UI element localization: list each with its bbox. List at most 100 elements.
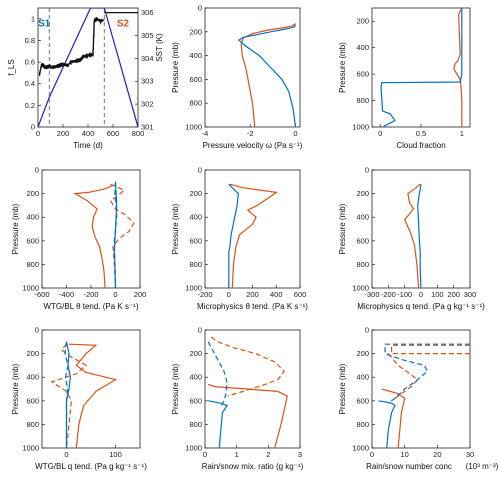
- y2-tick-label: 303: [141, 77, 154, 86]
- y-tick-label: 800: [26, 420, 39, 429]
- y-tick-label: 1000: [352, 284, 369, 293]
- series-line-2: [38, 17, 105, 77]
- plot-frame: [371, 329, 471, 449]
- y-tick-label: 0: [35, 166, 39, 175]
- series-line-0: [229, 183, 278, 288]
- series-line-1: [50, 343, 88, 448]
- y-tick-label: 800: [356, 260, 369, 269]
- y-axis-label: Pressure (mb): [338, 363, 347, 414]
- plot-frame: [41, 169, 141, 289]
- panel-p5: -200 0 200 400 600 0 200 400 600 800 1000 Microphys…: [171, 166, 308, 312]
- y-tick-label: 0.6: [25, 58, 35, 67]
- y-tick-label: 400: [26, 373, 39, 382]
- x-tick-label: 400: [82, 129, 95, 138]
- y-tick-label: 0.2: [25, 101, 35, 110]
- x-tick-label: 100: [109, 450, 122, 459]
- y-tick-label: 0: [198, 326, 202, 335]
- y2-tick-label: 301: [141, 123, 154, 132]
- x-axis-label: WTG/BL q tend. (Pa g kg⁻¹ s⁻¹): [35, 462, 147, 471]
- series-line-1: [417, 184, 422, 288]
- x-tick-label: 1: [235, 450, 239, 459]
- x-tick-label: 0: [293, 129, 297, 138]
- series-line-3: [208, 400, 229, 448]
- y-tick-label: 200: [356, 349, 369, 358]
- series-line-0: [240, 23, 296, 127]
- y-tick-label: 400: [26, 213, 39, 222]
- y2-axis-label: SST (K): [155, 33, 164, 62]
- y-tick-label: 1: [31, 14, 35, 23]
- series-line-3: [113, 181, 118, 288]
- plot-frame: [371, 7, 471, 128]
- y-tick-label: 400: [189, 51, 202, 60]
- x-axis-label: Rain/snow mix. ratio (g kg⁻¹): [202, 462, 304, 471]
- x-tick-label: 200: [134, 290, 147, 299]
- panel-p6: -300 -200 -100 0 100 200 30002004006008001000M…: [338, 166, 485, 312]
- y-axis-label: Pressure (mb): [171, 363, 180, 414]
- series-line-0: [453, 8, 463, 127]
- x-tick-label: -200: [83, 290, 98, 299]
- x-tick-label: 0: [64, 450, 68, 459]
- y-tick-label: 1000: [352, 444, 369, 453]
- series-line-3: [384, 343, 470, 404]
- x-axis-label: WTG/BL θ tend. (Pa K s⁻¹): [43, 302, 138, 311]
- y-axis-label: Pressure (mb): [171, 203, 180, 254]
- series-line-0: [73, 184, 114, 288]
- series-line-0: [391, 344, 470, 355]
- y-tick-label: 800: [356, 420, 369, 429]
- x-tick-label: -4: [202, 129, 209, 138]
- y-tick-label: 1000: [22, 444, 39, 453]
- x-axis-label: Cloud fraction: [396, 141, 445, 150]
- y-axis-label: f_LS: [7, 59, 16, 75]
- y-tick-label: 600: [356, 236, 369, 245]
- plot-frame: [204, 7, 301, 128]
- x-tick-label: -300: [364, 290, 379, 299]
- x-axis-label: Pressure velocity ω (Pa s⁻¹): [203, 141, 303, 150]
- x-axis-label: Microphysics q tend. (Pa g kg⁻¹ s⁻¹): [357, 302, 485, 311]
- y-tick-label: 1000: [352, 123, 369, 132]
- x-axis-label: Microphysics θ tend. (Pa K s⁻¹): [197, 302, 308, 311]
- x-tick-label: -200: [381, 290, 396, 299]
- y-axis-label: Pressure (mb): [11, 203, 20, 254]
- y-tick-label: 600: [189, 396, 202, 405]
- x-tick-label: 2: [266, 450, 270, 459]
- y-tick-label: 400: [356, 213, 369, 222]
- x-tick-label: 400: [270, 290, 283, 299]
- panel-p3: 0 0.5 1 200 400 600 800 1000 Cloud fraction Press…: [338, 7, 471, 150]
- panel-p9: 0 10 20 30 0 200 400 600 800 1000 Rain/snow number…: [338, 326, 499, 472]
- y-tick-label: 1000: [22, 284, 39, 293]
- series-line-1: [380, 8, 463, 127]
- y-tick-label: 600: [356, 70, 369, 79]
- y-axis-label: Pressure (mb): [338, 203, 347, 254]
- y-tick-label: 0: [198, 166, 202, 175]
- y-tick-label: 0.8: [25, 36, 35, 45]
- series-line-1: [237, 24, 297, 127]
- y2-tick-label: 302: [141, 100, 154, 109]
- plot-frame: [204, 169, 301, 289]
- y-tick-label: 200: [356, 189, 369, 198]
- y-axis-label: Pressure (mb): [11, 363, 20, 414]
- series-line-2: [113, 181, 118, 288]
- x-tick-label: 600: [294, 290, 307, 299]
- y-tick-label: 600: [26, 396, 39, 405]
- series-line-0: [404, 183, 421, 288]
- x-tick-label: 20: [433, 450, 441, 459]
- x-tick-label: 30: [466, 450, 474, 459]
- x-tick-label: -100: [397, 290, 412, 299]
- scenario-label: S1: [38, 18, 51, 29]
- y-tick-label: 400: [356, 373, 369, 382]
- y-tick-label: 600: [26, 236, 39, 245]
- y-tick-label: 200: [189, 189, 202, 198]
- x-tick-label: 0: [113, 290, 117, 299]
- x-tick-label: 0.5: [416, 129, 426, 138]
- y-tick-label: 600: [356, 396, 369, 405]
- x-tick-label: 0: [378, 129, 382, 138]
- x-tick-label: 100: [431, 290, 444, 299]
- series-line-1: [207, 383, 288, 448]
- series-line-0: [38, 8, 138, 127]
- x-tick-label: 10: [400, 450, 408, 459]
- y-tick-label: 400: [356, 43, 369, 52]
- y-tick-label: 200: [26, 189, 39, 198]
- y2-tick-label: 305: [141, 31, 154, 40]
